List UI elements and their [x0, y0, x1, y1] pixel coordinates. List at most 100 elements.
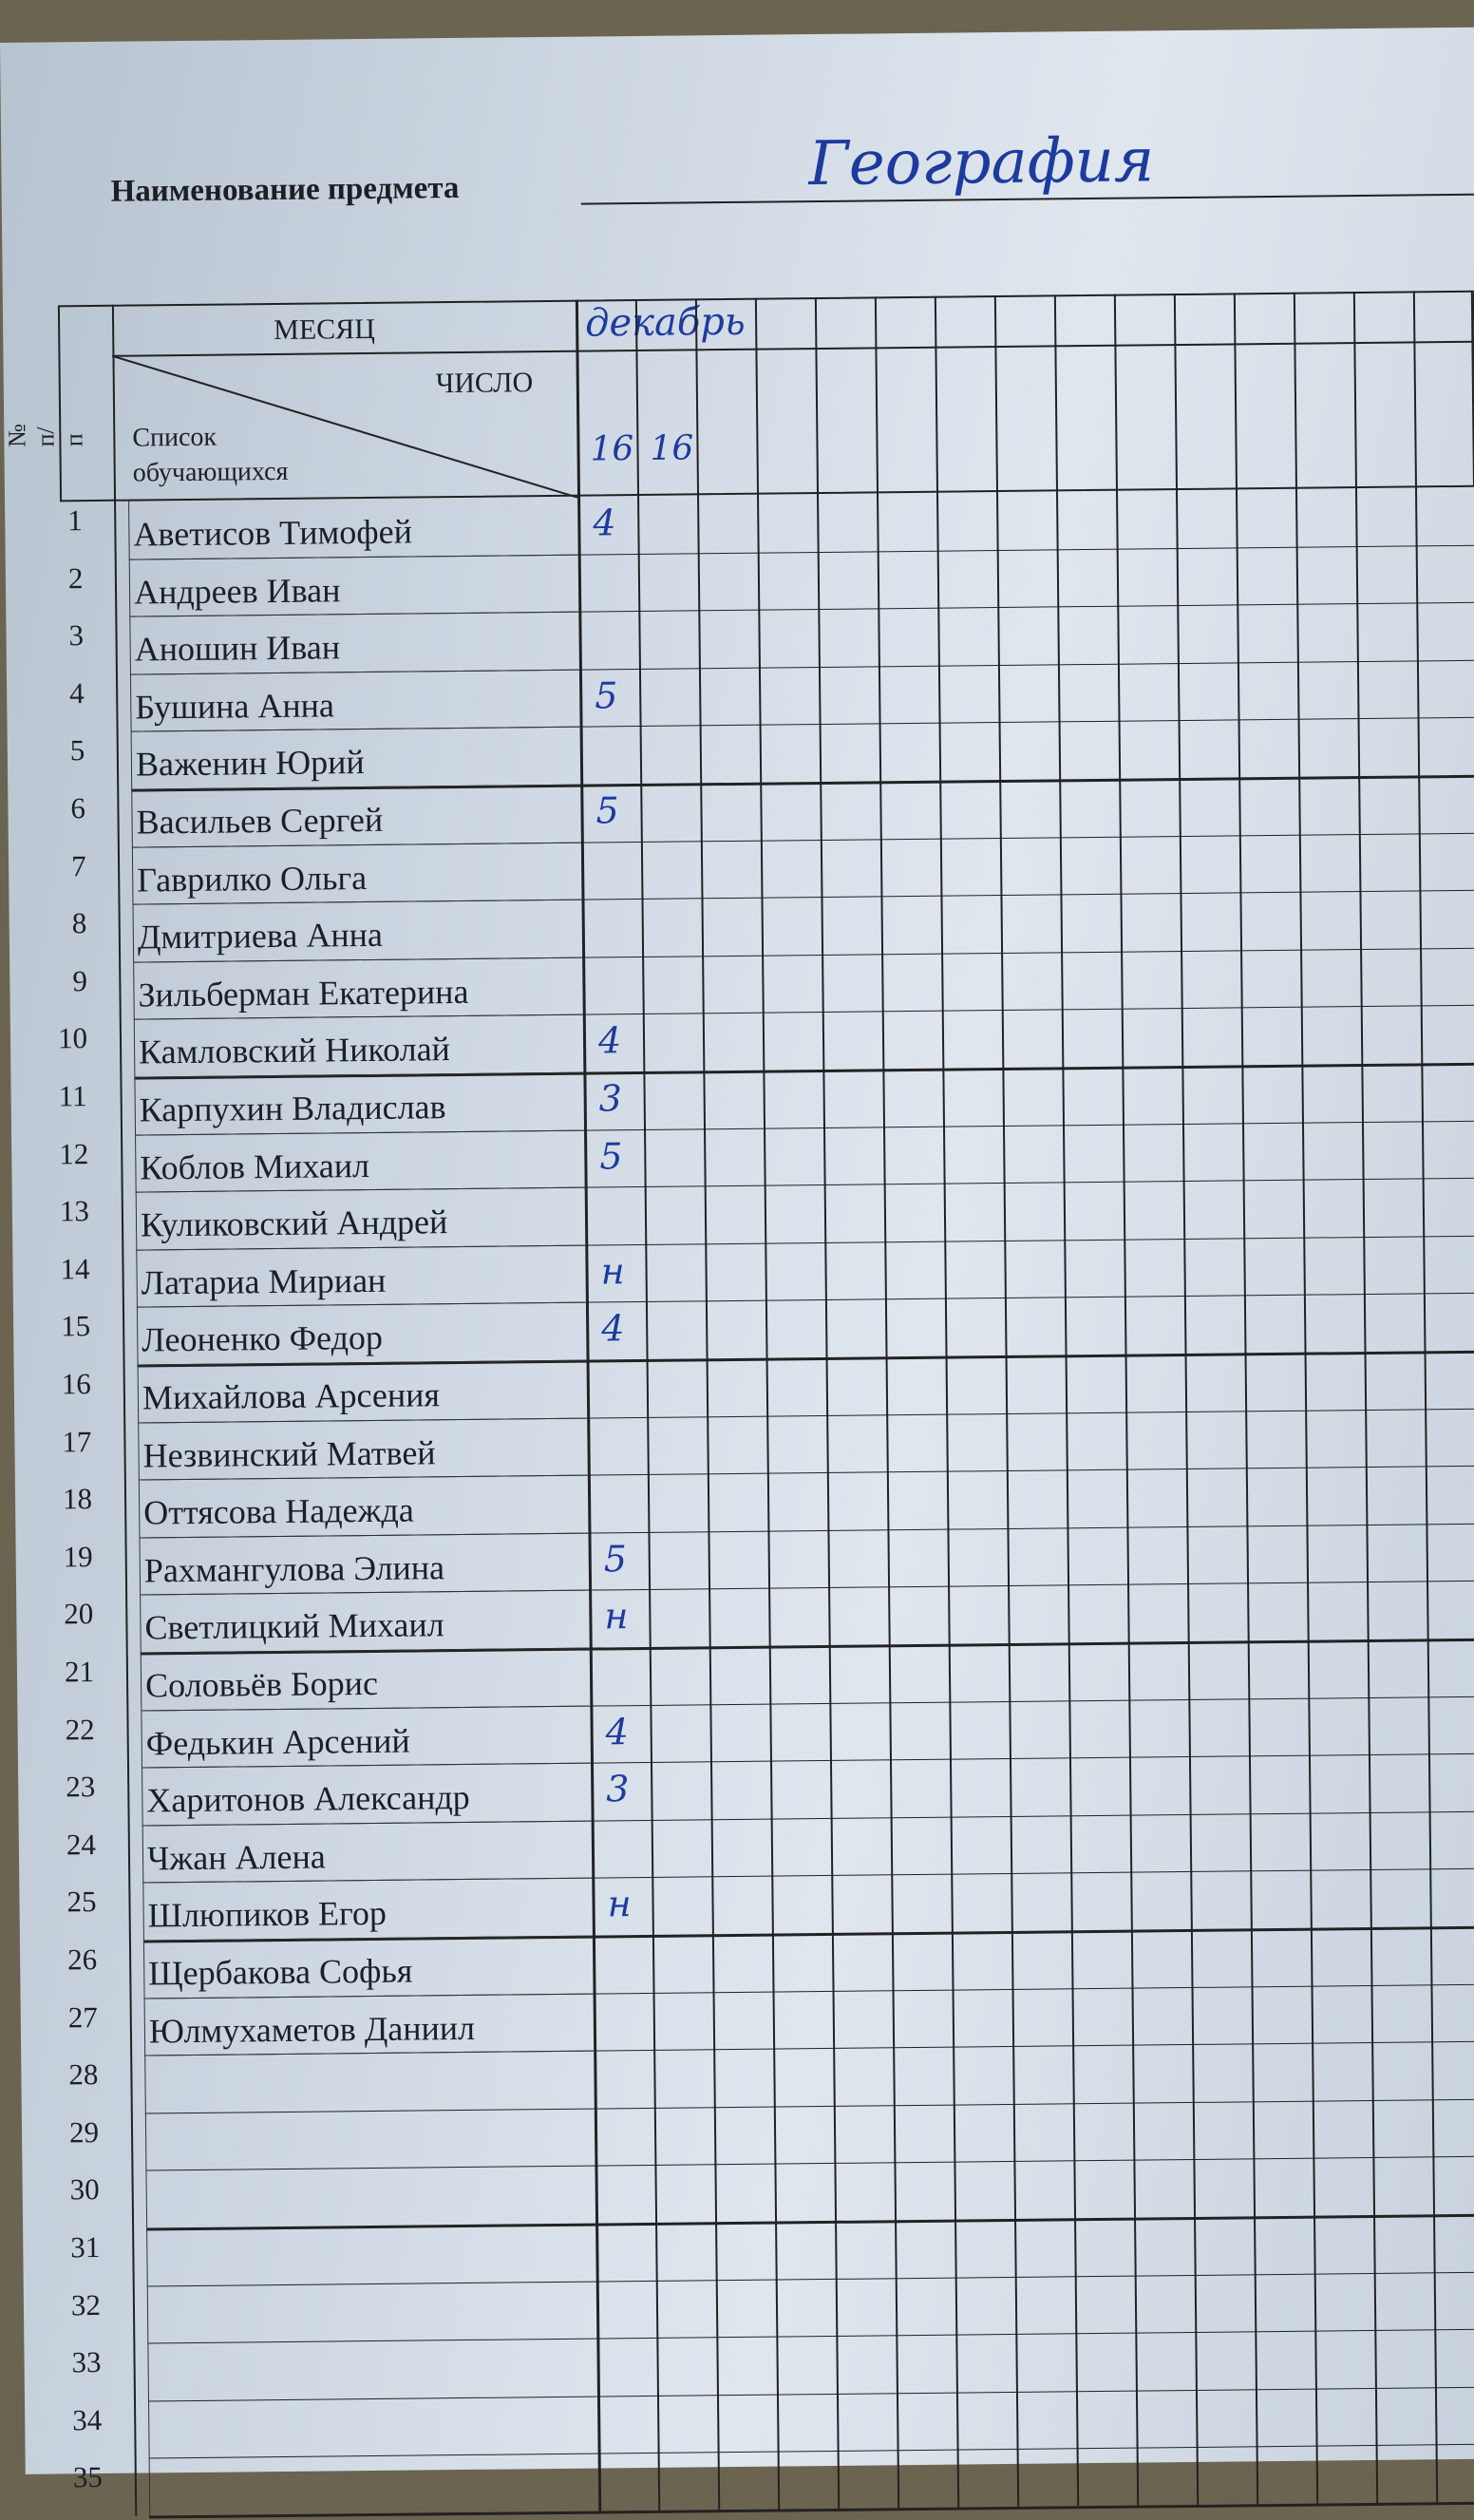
name-cell-line [132, 899, 582, 905]
grade-column-line [575, 299, 602, 2511]
grade-column-line [814, 297, 841, 2509]
grade-mark: 5 [603, 1537, 628, 1581]
name-cell-line [144, 2050, 595, 2056]
subject-value: География [808, 125, 1155, 200]
row-number: 25 [66, 1885, 97, 1919]
student-name: Васильев Сергей [136, 800, 384, 842]
row-number: 35 [72, 2460, 104, 2494]
student-name: Аветисов Тимофей [133, 512, 413, 554]
name-cell-line [129, 611, 579, 617]
grade-mark: 5 [595, 789, 619, 832]
student-name: Щербакова Софья [148, 1951, 413, 1993]
name-cell-line [133, 1014, 583, 1020]
row-line [145, 2156, 1474, 2171]
row-number: 34 [72, 2402, 103, 2437]
number-column-divider [111, 304, 138, 2516]
row-line [146, 2213, 1474, 2231]
student-name: Юлмухаметов Даниил [148, 2008, 476, 2051]
student-name: Чжан Алена [146, 1837, 326, 1878]
student-name: Гаврилко Ольга [137, 858, 368, 900]
student-name: Коблов Михаил [140, 1146, 370, 1187]
grade-mark: н [600, 1249, 625, 1293]
student-name: Незвинский Матвей [142, 1432, 436, 1475]
grade-mark: 3 [598, 1077, 623, 1120]
name-cell-line [142, 1762, 592, 1769]
name-cell-line [140, 1589, 590, 1596]
row-number: 1 [67, 503, 83, 538]
row-number: 27 [67, 1999, 98, 2034]
list-label-1: Список [132, 422, 217, 453]
grade-column-line [1053, 294, 1080, 2507]
row-number: 18 [62, 1482, 93, 1516]
row-number: 17 [62, 1424, 92, 1458]
name-cell-line [133, 957, 583, 963]
grade-column-line [1352, 292, 1379, 2503]
student-name: Оттясова Надежда [143, 1490, 414, 1532]
row-number: 15 [60, 1309, 91, 1343]
student-name: Аношин Иван [134, 628, 341, 669]
student-name: Михайлова Арсения [142, 1375, 441, 1417]
grade-column-line [754, 297, 781, 2510]
name-cell-line [136, 1244, 586, 1251]
row-number: 12 [59, 1136, 89, 1171]
grade-mark: 5 [595, 674, 618, 717]
row-number: 28 [68, 2057, 99, 2092]
student-name: Леоненко Федор [142, 1318, 384, 1359]
row-number: 30 [69, 2172, 100, 2207]
name-cell-line [128, 554, 578, 560]
day-value: 16 [590, 429, 634, 469]
row-number: 26 [66, 1942, 98, 1977]
row-number: 16 [61, 1367, 91, 1401]
row-number: 24 [66, 1827, 97, 1862]
row-number: 32 [70, 2287, 102, 2321]
student-name: Соловьёв Борис [144, 1663, 379, 1705]
list-label-2: обучающихся [132, 456, 289, 488]
grade-column-line [1412, 291, 1439, 2503]
grade-mark: 3 [606, 1768, 630, 1810]
row-line [144, 2098, 1474, 2114]
student-name: Светлицкий Михаил [144, 1605, 444, 1647]
student-name: Бушина Анна [135, 686, 335, 727]
month-value: декабрь [584, 299, 746, 346]
row-number: 29 [68, 2114, 100, 2150]
name-cell-line [142, 1877, 593, 1884]
grade-mark: н [607, 1883, 632, 1925]
name-cell-line [142, 1820, 592, 1827]
name-cell-line [136, 1302, 586, 1308]
row-number: 33 [71, 2345, 102, 2379]
student-name: Важенин Юрий [135, 743, 365, 784]
row-number: 31 [70, 2230, 101, 2264]
student-name: Куликовский Андрей [140, 1203, 448, 1244]
grade-column-line [634, 298, 661, 2511]
row-line [146, 2271, 1474, 2287]
row-number: 2 [67, 560, 84, 595]
row-line [148, 2444, 1474, 2459]
student-name: Дмитриева Анна [137, 916, 384, 957]
day-label: ЧИСЛО [435, 367, 534, 400]
name-cell-line [143, 1993, 594, 1999]
row-number: 4 [68, 675, 85, 711]
name-cell-line [135, 1186, 585, 1193]
student-name: Шлюпиков Егор [147, 1894, 387, 1935]
grade-column-line [934, 295, 960, 2508]
register-page: Наименование предмета География № п/п МЕС… [0, 27, 1474, 2519]
grade-column-line [874, 296, 900, 2509]
student-name: Харитонов Александр [146, 1778, 470, 1820]
grade-column-line [1113, 294, 1140, 2506]
subject-label: Наименование предмета [110, 170, 460, 209]
grade-column-line [1293, 292, 1319, 2504]
row-number: 10 [57, 1021, 88, 1055]
name-cell-line [141, 1705, 591, 1712]
row-number: 19 [63, 1539, 93, 1574]
row-line [147, 2328, 1474, 2344]
grade-mark: 4 [605, 1710, 630, 1753]
name-cell-line [135, 1129, 585, 1136]
name-cell-line [130, 727, 580, 732]
student-name: Карпухин Владислав [139, 1088, 446, 1129]
student-name: Зильберман Екатерина [138, 972, 469, 1014]
grade-mark: 4 [597, 1019, 622, 1062]
row-number: 5 [69, 733, 85, 767]
row-number: 13 [59, 1194, 90, 1228]
row-number: 6 [70, 791, 86, 825]
grade-column-line [694, 298, 721, 2511]
